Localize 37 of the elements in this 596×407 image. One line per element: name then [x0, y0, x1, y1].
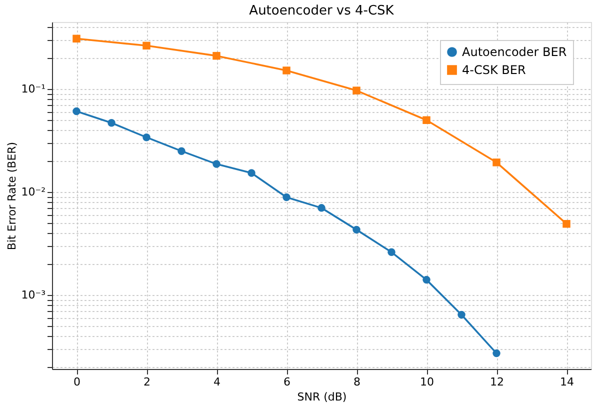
legend-label: 4-CSK BER — [462, 63, 526, 77]
point — [318, 204, 326, 212]
x-tick-label: 10 — [420, 376, 434, 388]
y-tick-label: 10⁻² — [21, 186, 46, 198]
point — [492, 349, 500, 358]
x-tick-label: 4 — [214, 376, 220, 388]
point — [352, 226, 360, 234]
chart-title: Autoencoder vs 4-CSK — [249, 3, 394, 18]
y-tick-label: 10⁻³ — [21, 288, 46, 302]
point — [72, 34, 80, 43]
y-tick-label: 10⁻¹ — [21, 82, 46, 96]
point — [72, 107, 80, 116]
legend-label: Autoencoder BER — [462, 45, 567, 59]
point — [562, 220, 570, 228]
point — [458, 310, 466, 319]
point — [142, 42, 150, 50]
point — [352, 86, 360, 94]
point — [212, 52, 220, 60]
point — [388, 248, 396, 256]
x-axis-title: SNR (dB) — [297, 390, 347, 404]
point — [422, 116, 430, 124]
x-tick-label: 12 — [490, 376, 504, 388]
point — [492, 158, 500, 166]
point — [142, 133, 150, 142]
point — [178, 147, 186, 155]
point — [282, 193, 290, 202]
point — [422, 276, 430, 284]
x-tick-label: 14 — [560, 376, 574, 388]
x-tick-label: 8 — [354, 376, 360, 388]
x-tick-label: 2 — [144, 376, 150, 388]
x-tick-label: 0 — [74, 376, 80, 388]
point — [282, 66, 290, 74]
y-axis-title: Bit Error Rate (BER) — [5, 142, 18, 250]
point — [212, 160, 220, 168]
x-tick-label: 6 — [284, 376, 290, 388]
point — [108, 119, 116, 127]
point — [248, 169, 256, 177]
